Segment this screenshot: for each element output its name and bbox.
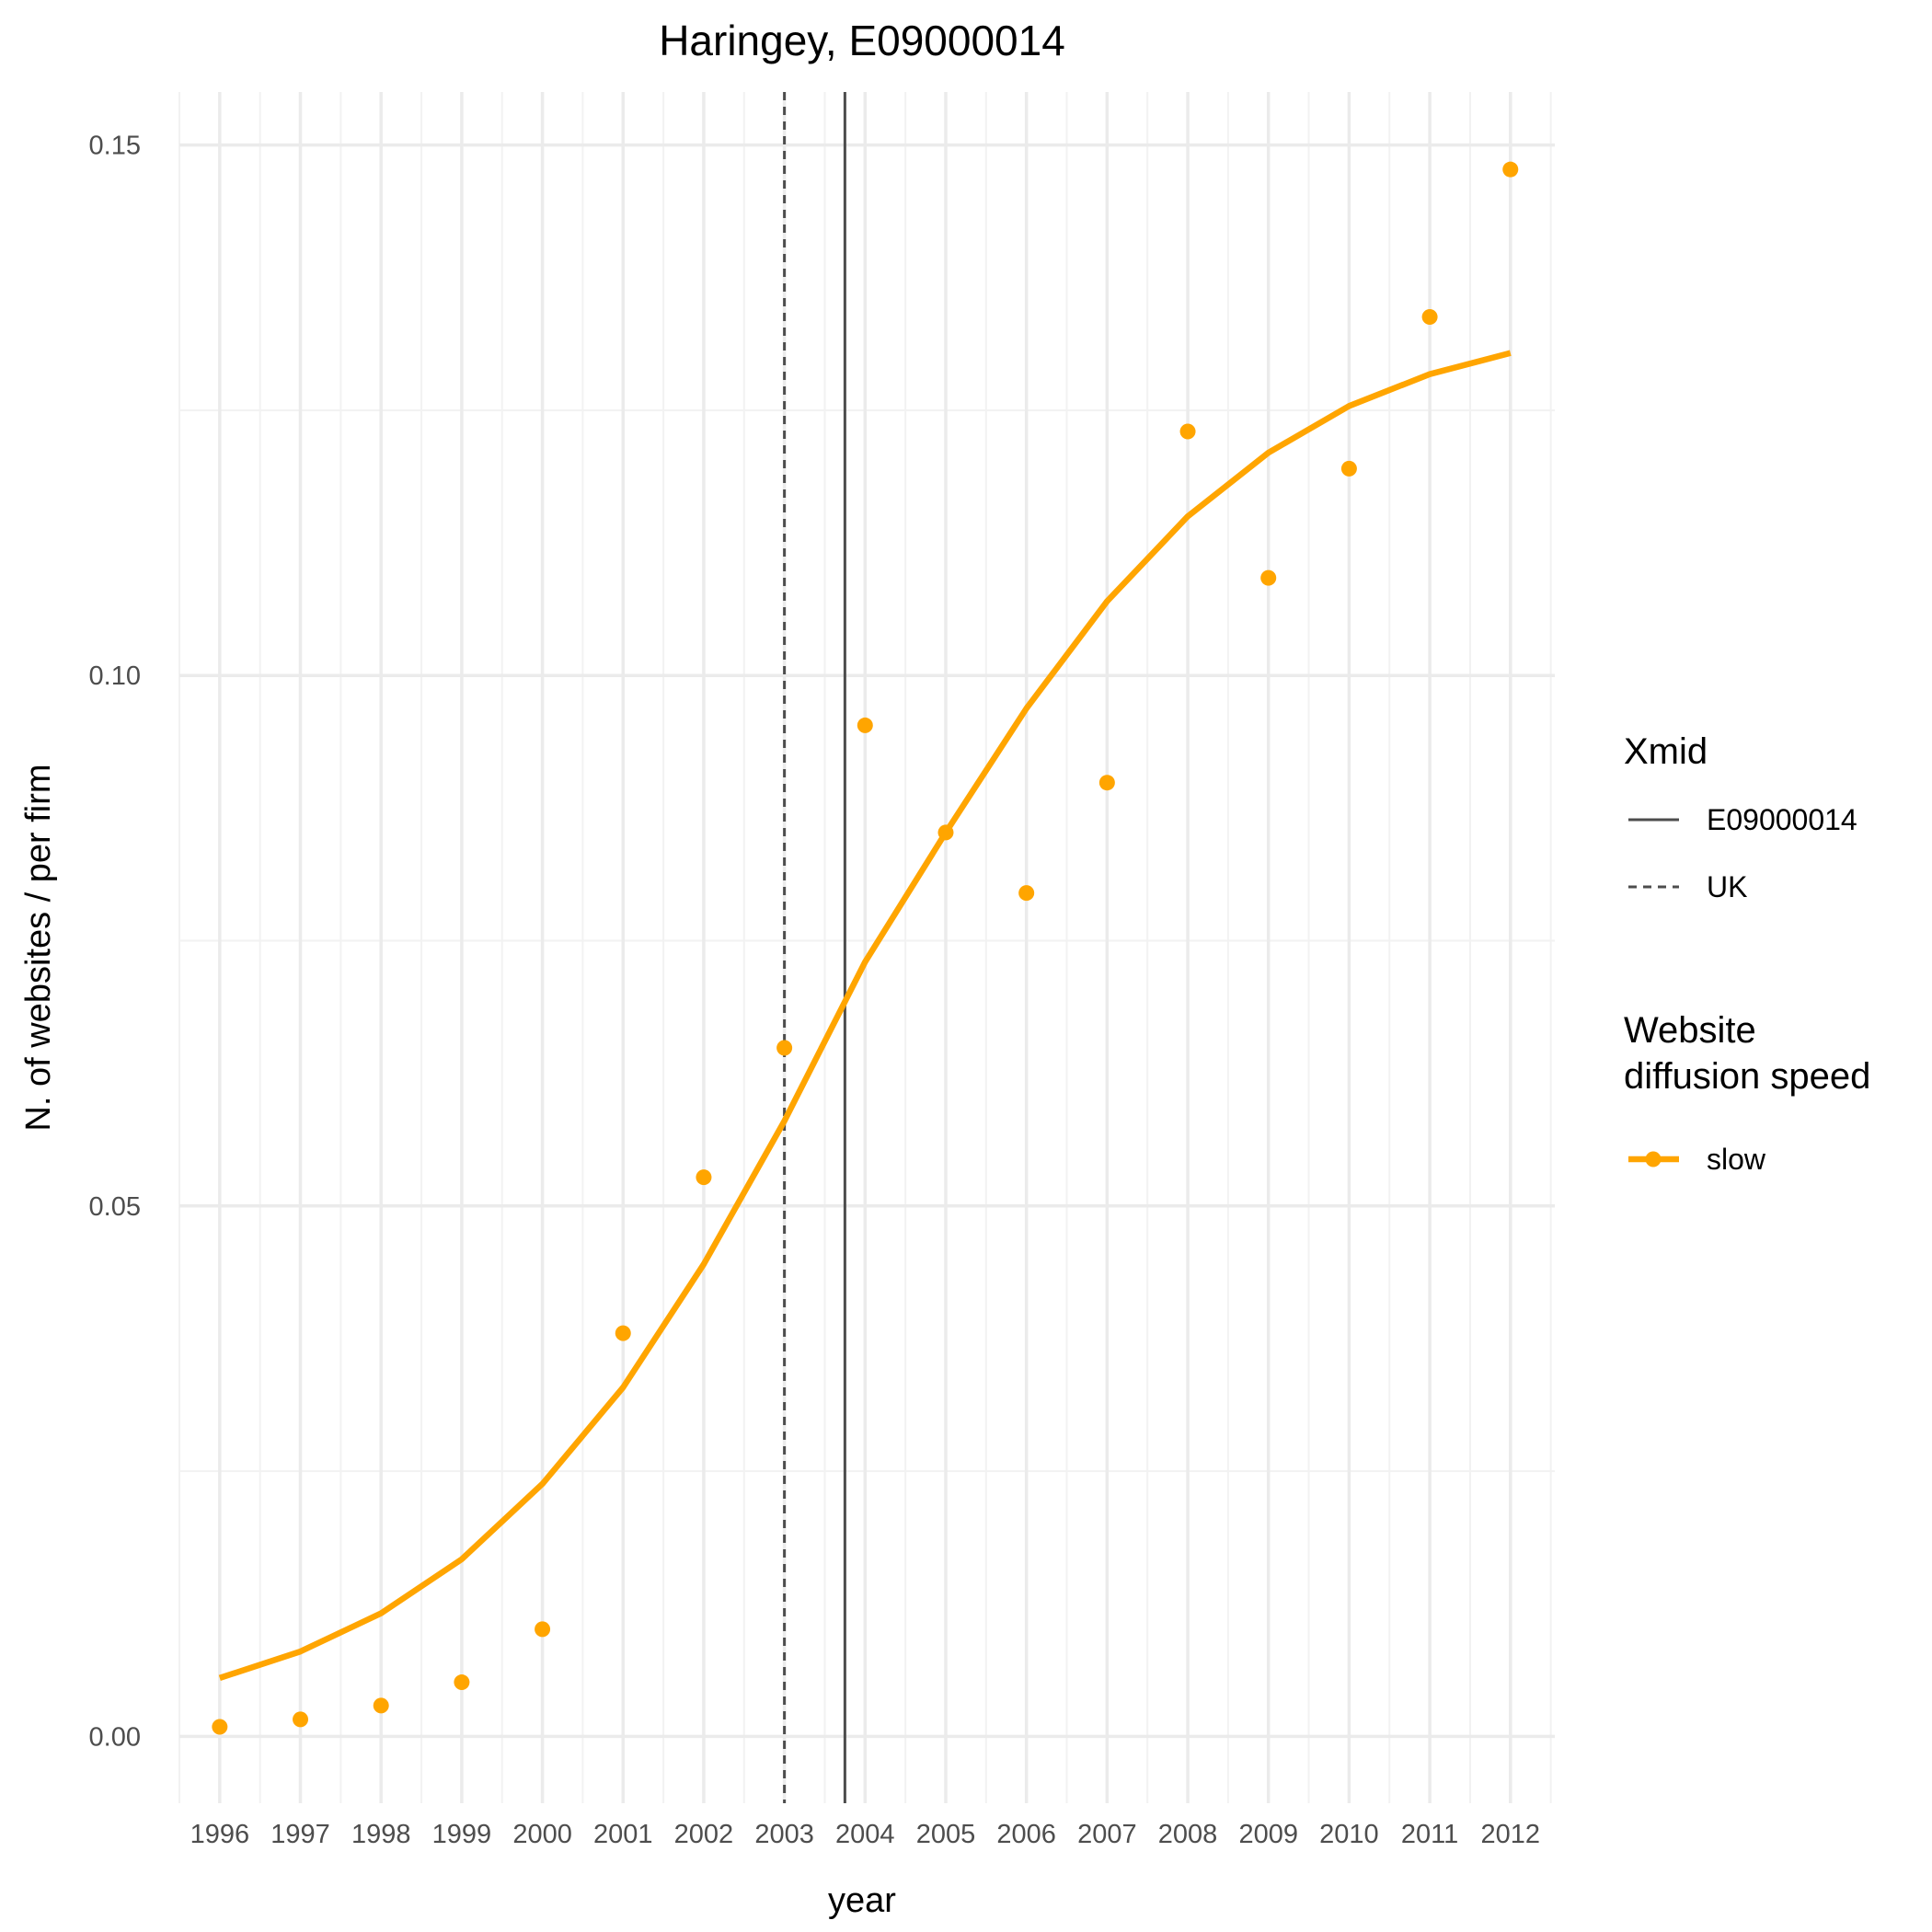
x-tick-label: 2006 bbox=[996, 1820, 1056, 1849]
data-point bbox=[1421, 308, 1438, 325]
minor-gridlines bbox=[178, 92, 1555, 1803]
legend-label-uk: UK bbox=[1707, 870, 1747, 903]
x-axis-title: year bbox=[828, 1881, 896, 1920]
data-point bbox=[1340, 460, 1357, 477]
legend-title-xmid: Xmid bbox=[1624, 731, 1708, 772]
data-point bbox=[1098, 775, 1115, 791]
x-tick-label: 1998 bbox=[351, 1820, 411, 1849]
y-tick-label: 0.05 bbox=[89, 1192, 141, 1222]
y-tick-label: 0.15 bbox=[89, 132, 141, 161]
data-point bbox=[1260, 569, 1277, 586]
chart-title: Haringey, E09000014 bbox=[659, 17, 1065, 64]
data-point bbox=[937, 824, 954, 841]
y-tick-label: 0.00 bbox=[89, 1722, 141, 1752]
data-point bbox=[615, 1325, 631, 1341]
legend-key-point-slow bbox=[1645, 1151, 1662, 1167]
legend-label-e09000014: E09000014 bbox=[1707, 803, 1857, 836]
y-axis-title: N. of websites / per firm bbox=[19, 764, 58, 1131]
x-tick-label: 2004 bbox=[835, 1820, 895, 1849]
x-tick-label: 2002 bbox=[674, 1820, 734, 1849]
x-tick-label: 2007 bbox=[1077, 1820, 1137, 1849]
series-line-slow bbox=[218, 350, 1512, 1681]
x-tick-label: 2012 bbox=[1481, 1820, 1541, 1849]
x-tick-label: 2000 bbox=[512, 1820, 572, 1849]
legend-label-slow: slow bbox=[1707, 1143, 1766, 1176]
data-point bbox=[373, 1697, 389, 1714]
y-tick-label: 0.10 bbox=[89, 661, 141, 691]
data-point bbox=[293, 1711, 309, 1728]
data-point bbox=[776, 1040, 793, 1056]
data-point bbox=[212, 1719, 228, 1735]
data-point bbox=[1018, 885, 1035, 902]
x-tick-label: 2003 bbox=[754, 1820, 814, 1849]
x-tick-label: 2010 bbox=[1319, 1820, 1379, 1849]
legend: Xmid E09000014 UK Website diffusion speed slo… bbox=[1624, 731, 1870, 1176]
data-point bbox=[535, 1621, 551, 1638]
data-point bbox=[1179, 423, 1196, 440]
series-layer bbox=[212, 161, 1519, 1735]
x-tick-label: 1996 bbox=[190, 1820, 250, 1849]
x-tick-label: 2011 bbox=[1401, 1820, 1458, 1849]
tick-labels: 1996 1997 1998 1999 2000 2001 2002 2003 2004 2005… bbox=[89, 132, 1540, 1849]
legend-title-diffusion-speed-line: diffusion speed bbox=[1624, 1056, 1870, 1097]
x-tick-label: 1999 bbox=[432, 1820, 492, 1849]
x-tick-label: 1997 bbox=[270, 1820, 330, 1849]
legend-title-diffusion-speed-line: Website bbox=[1624, 1010, 1756, 1051]
x-tick-label: 2009 bbox=[1238, 1820, 1298, 1849]
major-gridlines bbox=[179, 92, 1555, 1803]
x-tick-label: 2005 bbox=[916, 1820, 976, 1849]
reference-lines bbox=[783, 92, 846, 1803]
data-point bbox=[857, 717, 873, 733]
x-tick-label: 2001 bbox=[593, 1820, 653, 1849]
x-tick-label: 2008 bbox=[1158, 1820, 1218, 1849]
data-point bbox=[696, 1169, 712, 1186]
data-point bbox=[1502, 161, 1519, 178]
data-point bbox=[454, 1674, 470, 1691]
